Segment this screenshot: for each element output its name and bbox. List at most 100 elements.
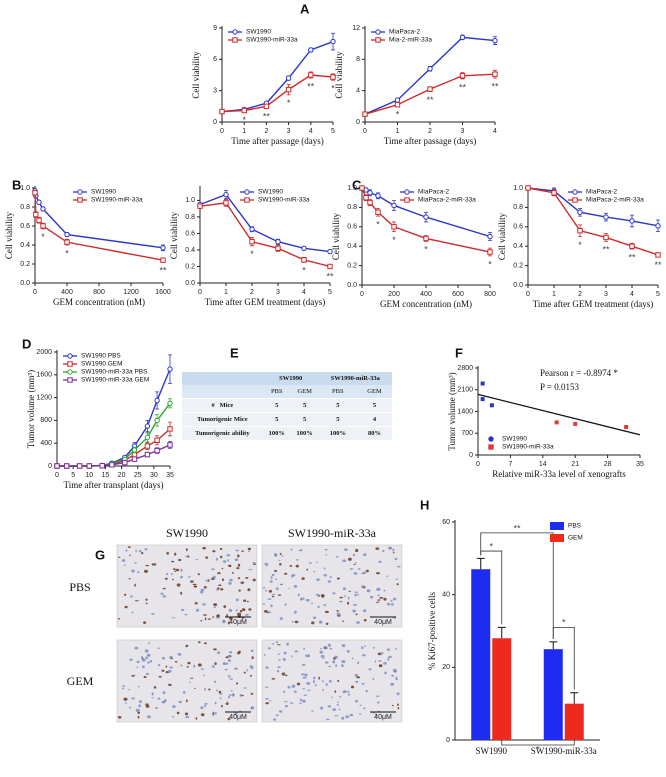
cell	[342, 559, 347, 563]
marker	[144, 451, 151, 458]
cell	[246, 669, 248, 672]
x-tick-label: 25	[134, 472, 142, 479]
cell	[359, 713, 362, 715]
table-cell: Tumorigenic Mice	[182, 412, 263, 427]
cell	[316, 561, 318, 564]
marker	[330, 74, 336, 80]
cell	[270, 604, 273, 608]
cell	[325, 661, 329, 664]
marker	[492, 37, 498, 44]
x-tick-label: 7	[508, 461, 512, 468]
cell	[167, 669, 172, 673]
cell	[131, 675, 135, 677]
y-tick-label: 1400	[457, 408, 473, 415]
cell	[155, 707, 158, 709]
legend-swatch	[550, 534, 564, 542]
cell	[220, 555, 223, 559]
cell	[180, 608, 185, 612]
cell	[161, 700, 166, 704]
legend-marker	[404, 189, 410, 195]
cell	[298, 549, 303, 552]
y-tick-label: 0	[356, 119, 360, 126]
cell	[352, 554, 355, 556]
cell	[345, 715, 350, 719]
cell	[347, 690, 350, 693]
cell	[117, 618, 121, 620]
marker	[249, 238, 255, 245]
cell	[352, 609, 356, 613]
cell	[384, 671, 387, 675]
cell	[195, 558, 198, 561]
marker	[167, 400, 173, 406]
cell	[386, 648, 391, 651]
x-tick-label: 0	[476, 461, 480, 468]
cell	[271, 643, 275, 645]
cell	[225, 662, 229, 665]
cell	[375, 713, 378, 716]
cell	[321, 657, 325, 659]
cell	[263, 586, 265, 589]
legend-swatch	[550, 522, 564, 530]
cell	[302, 699, 306, 703]
cell	[186, 665, 189, 668]
cell	[222, 560, 227, 563]
cell	[216, 689, 219, 692]
x-tick-label: 400	[61, 289, 73, 296]
cell	[221, 578, 225, 581]
cell	[141, 658, 146, 662]
cell	[174, 552, 177, 556]
cell	[265, 702, 269, 705]
legend-marker	[488, 444, 494, 450]
cell	[313, 676, 316, 680]
cell	[162, 595, 167, 598]
cell	[247, 588, 251, 592]
x-tick-label: 2	[578, 291, 582, 298]
legend-marker	[67, 353, 73, 359]
x-tick-label: 0	[33, 289, 37, 296]
cell	[296, 559, 299, 561]
table-cell: # Mice	[182, 398, 263, 413]
cell	[222, 662, 227, 666]
cell	[275, 714, 279, 717]
cell	[251, 706, 253, 710]
cell	[180, 575, 183, 579]
cell	[168, 683, 172, 687]
cell	[275, 641, 279, 644]
table-subheader: PBS	[262, 385, 291, 399]
cell	[325, 683, 328, 686]
cell	[192, 583, 197, 586]
panel-letter: B	[12, 177, 21, 192]
x-tick-label: 800	[484, 291, 496, 298]
error-bar	[549, 641, 558, 650]
cell	[323, 604, 327, 606]
cell	[325, 554, 328, 556]
cell	[361, 585, 365, 588]
marker	[99, 463, 105, 469]
cell	[387, 602, 391, 606]
y-tick-label: 2800	[457, 365, 473, 372]
cell	[313, 616, 317, 620]
cell	[349, 568, 354, 570]
cell	[289, 702, 294, 704]
significance: *	[424, 245, 428, 255]
x-tick-label: 5	[331, 128, 335, 135]
cell	[356, 676, 360, 679]
cell	[334, 655, 338, 659]
marker	[367, 199, 373, 206]
cell	[200, 588, 205, 592]
cell	[315, 593, 320, 596]
cell	[341, 664, 344, 667]
legend-label: SW1990 GEM	[81, 361, 123, 368]
marker	[330, 38, 336, 45]
marker	[40, 223, 46, 229]
cell	[364, 645, 366, 647]
cell	[307, 654, 311, 658]
cell	[307, 689, 311, 691]
cell	[230, 690, 233, 692]
marker	[86, 463, 92, 469]
significance: **	[654, 260, 662, 270]
cell	[269, 700, 272, 702]
cell	[248, 550, 250, 553]
cell	[332, 592, 336, 595]
cell	[124, 702, 127, 704]
